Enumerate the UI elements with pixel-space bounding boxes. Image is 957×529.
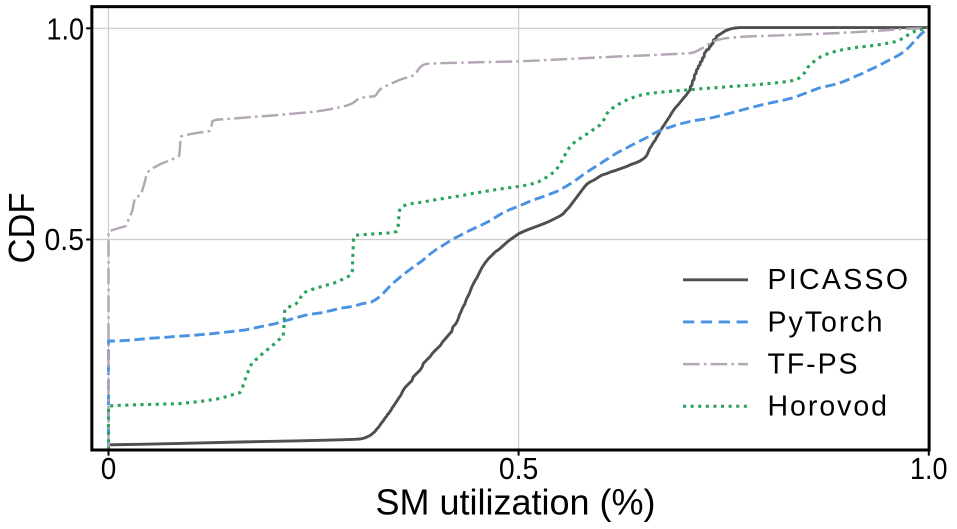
svg-text:PICASSO: PICASSO [768, 264, 909, 296]
svg-text:CDF: CDF [1, 193, 42, 264]
svg-text:TF-PS: TF-PS [768, 349, 858, 381]
svg-text:1.0: 1.0 [910, 452, 948, 486]
svg-text:Horovod: Horovod [768, 391, 888, 423]
svg-text:0.5: 0.5 [499, 452, 539, 486]
svg-text:0: 0 [101, 452, 117, 486]
svg-text:0.5: 0.5 [45, 223, 85, 257]
svg-text:1.0: 1.0 [47, 12, 85, 46]
svg-text:SM utilization (%): SM utilization (%) [375, 482, 655, 523]
